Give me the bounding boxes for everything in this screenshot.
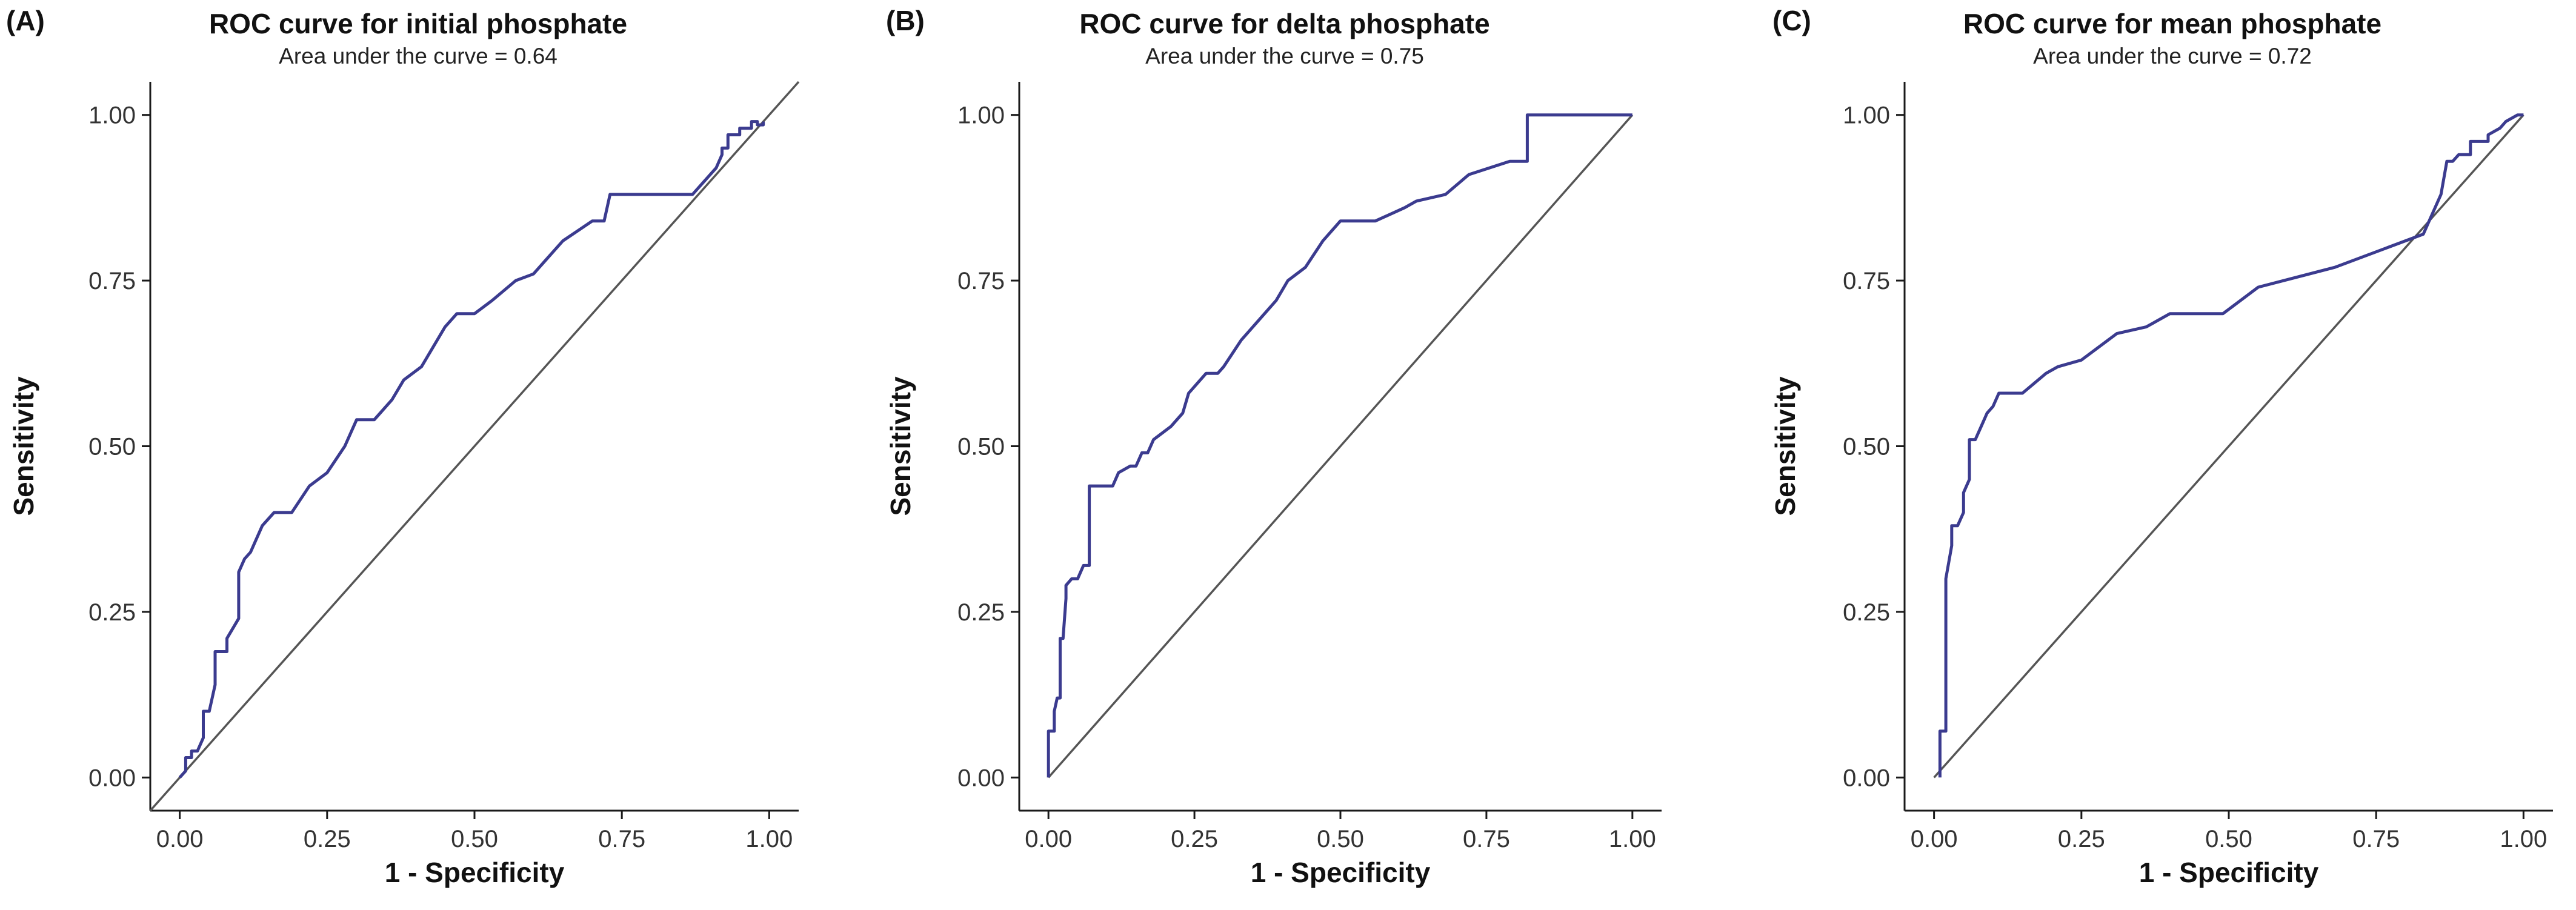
chart-1-x-tick-label: 0.50 [451,826,498,852]
chart-2-roc-series-line [1047,113,1632,778]
chart-1-y-tick-label: 0.00 [88,765,136,791]
chart-1-y-tick-label: 0.50 [88,434,136,460]
chart-1-y-tick-label: 0.25 [88,599,136,626]
chart-2-x-tick-label: 1.00 [1609,826,1656,852]
chart-1-x-tick-label: 0.00 [156,826,204,852]
chart-2-x-axis-label: 1 - Specificity [1251,857,1431,888]
chart-2-x-tick-label: 0.50 [1317,826,1364,852]
chart-1-title: ROC curve for initial phosphate [209,8,627,39]
chart-3-y-tick-label: 0.00 [1843,765,1890,791]
chart-3-x-tick-label: 0.50 [2205,826,2252,852]
chart-3-y-tick-label: 0.75 [1843,268,1890,294]
chart-3-x-tick-label: 0.00 [1911,826,1958,852]
chart-3-roc-series-line [1938,113,2524,778]
chart-2-panel-letter: (B) [886,5,925,36]
chart-2-y-tick-label: 1.00 [957,102,1005,129]
chart-2-x-tick-label: 0.75 [1463,826,1510,852]
chart-3-reference-diagonal [1933,114,2524,779]
chart-1-y-axis-label: Sensitivity [8,376,39,516]
chart-1-panel-letter: (A) [6,5,45,36]
chart-1: (A) ROC curve for initial phosphate Area u… [6,5,800,888]
chart-3-y-tick-label: 1.00 [1843,102,1890,129]
chart-3-x-tick-label: 0.25 [2058,826,2105,852]
chart-3-subtitle: Area under the curve = 0.72 [2033,44,2312,68]
chart-3-y-tick-label: 0.50 [1843,434,1890,460]
chart-1-x-tick-label: 0.75 [598,826,645,852]
chart-3: (C) ROC curve for mean phosphate Area unde… [1769,5,2553,888]
chart-1-subtitle: Area under the curve = 0.64 [279,44,557,68]
chart-1-roc-series-line [178,120,765,779]
chart-2-y-tick-label: 0.25 [957,599,1005,626]
chart-2-x-tick-label: 0.00 [1025,826,1072,852]
chart-1-x-tick-label: 0.25 [304,826,351,852]
chart-2-y-axis-label: Sensitivity [885,376,916,516]
chart-1-x-tick-label: 1.00 [745,826,793,852]
chart-1-reference-diagonal [149,81,800,812]
chart-3-x-tick-label: 1.00 [2500,826,2547,852]
chart-3-y-axis-label: Sensitivity [1769,376,1801,516]
chart-2-reference-diagonal [1047,114,1634,779]
chart-2-y-tick-label: 0.50 [957,434,1005,460]
chart-3-title: ROC curve for mean phosphate [1963,8,2381,39]
chart-3-panel-letter: (C) [1772,5,1811,36]
chart-3-x-tick-label: 0.75 [2352,826,2400,852]
chart-3-y-tick-label: 0.25 [1843,599,1890,626]
chart-1-x-axis-label: 1 - Specificity [385,857,565,888]
chart-2-x-tick-label: 0.25 [1171,826,1218,852]
chart-2-y-tick-label: 0.00 [957,765,1005,791]
chart-2-title: ROC curve for delta phosphate [1079,8,1489,39]
chart-2: (B) ROC curve for delta phosphate Area und… [885,5,1662,888]
chart-3-x-axis-label: 1 - Specificity [2139,857,2319,888]
chart-2-y-tick-label: 0.75 [957,268,1005,294]
chart-1-y-tick-label: 1.00 [88,102,136,129]
chart-2-subtitle: Area under the curve = 0.75 [1145,44,1424,68]
chart-1-y-tick-label: 0.75 [88,268,136,294]
